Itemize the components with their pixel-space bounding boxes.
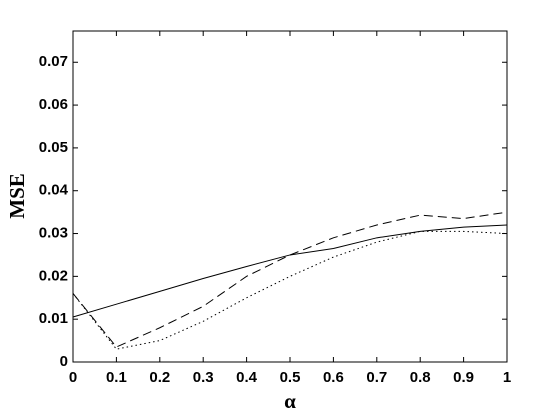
x-tick-label: 0.1 [106, 369, 127, 386]
x-tick-label: 0.4 [236, 369, 258, 386]
y-tick-label: 0.05 [39, 139, 68, 156]
series-line [72, 224, 508, 318]
series-line [72, 211, 508, 348]
y-axis-label: MSE [5, 173, 29, 219]
y-tick-label: 0.07 [39, 53, 68, 70]
y-tick-label: 0.02 [39, 267, 68, 284]
x-tick-label: 0.2 [149, 369, 170, 386]
x-tick-label: 0 [69, 369, 77, 386]
series-line [72, 230, 508, 350]
x-tick-label: 0.3 [193, 369, 214, 386]
y-tick-label: 0.06 [39, 96, 68, 113]
x-tick-label: 1 [503, 369, 511, 386]
x-axis-label: α [284, 389, 296, 413]
x-tick-label: 0.9 [453, 369, 474, 386]
y-tick-label: 0.03 [39, 225, 68, 242]
x-tick-label: 0.8 [410, 369, 431, 386]
y-tick-label: 0 [60, 353, 68, 370]
x-tick-label: 0.5 [280, 369, 301, 386]
y-tick-label: 0.01 [39, 310, 68, 327]
y-tick-label: 0.04 [39, 182, 69, 199]
x-tick-label: 0.6 [323, 369, 344, 386]
x-tick-label: 0.7 [366, 369, 387, 386]
